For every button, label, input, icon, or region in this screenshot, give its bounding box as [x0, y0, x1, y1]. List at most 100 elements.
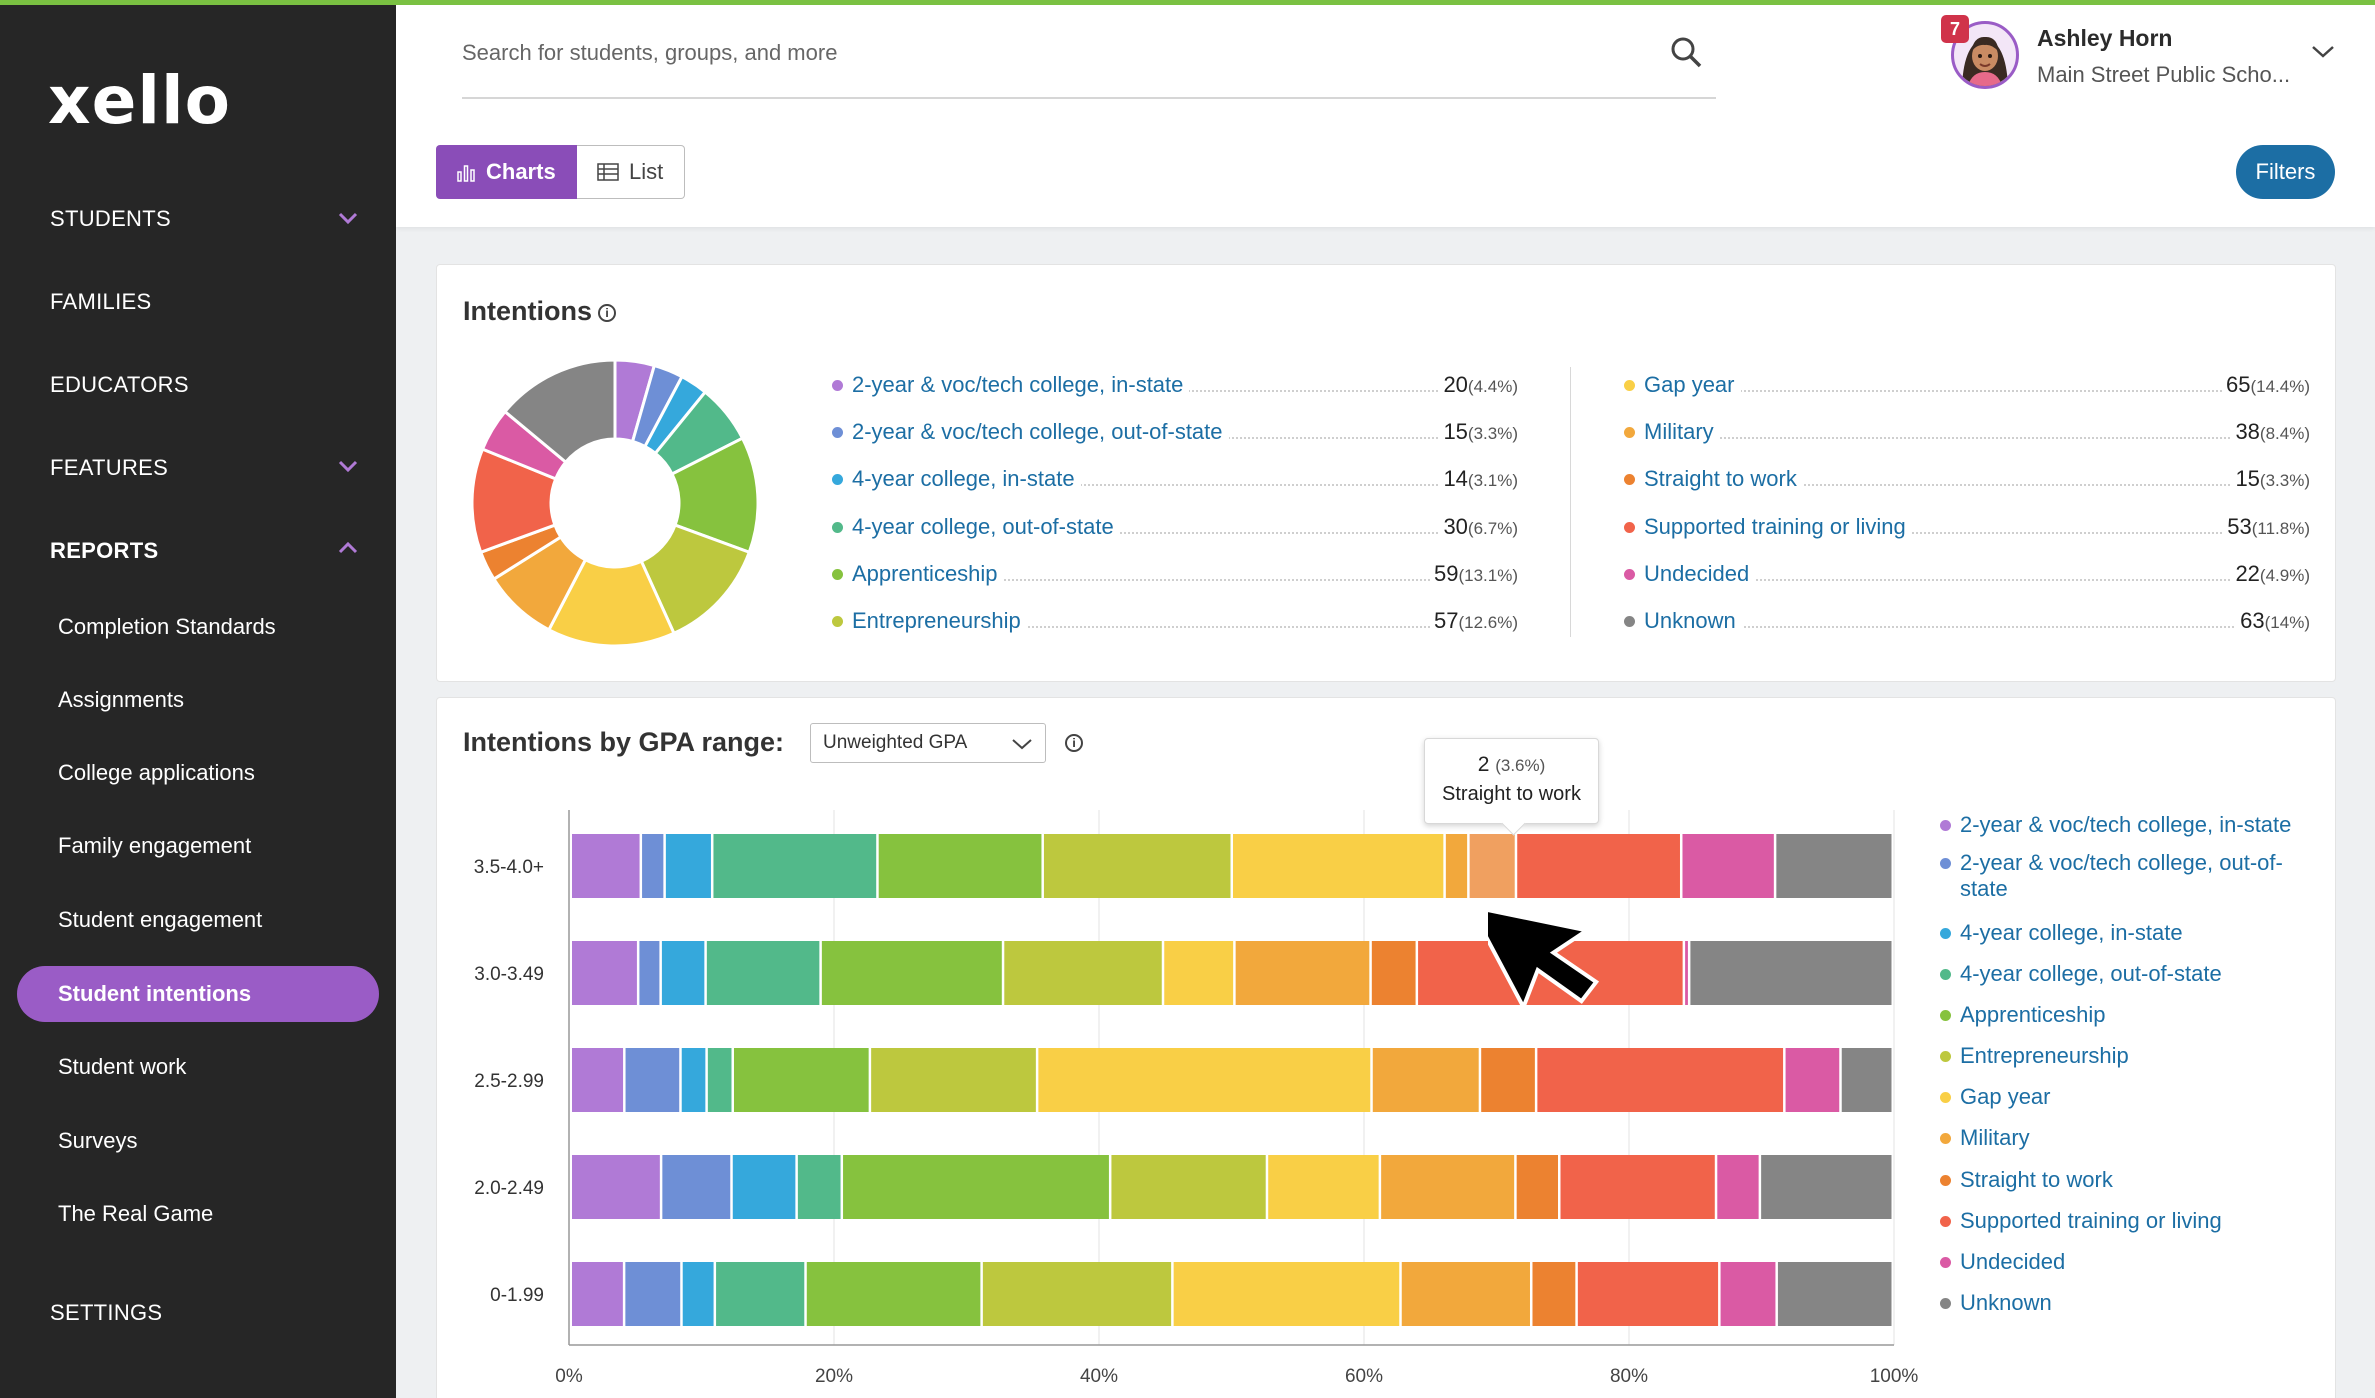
bar-segment[interactable]	[878, 834, 1042, 898]
legend-item[interactable]: Entrepreneurship 57(12.6%)	[832, 606, 1518, 636]
bar-segment[interactable]	[1682, 834, 1774, 898]
bar-segment[interactable]	[1381, 1155, 1515, 1219]
sidebar-item-students[interactable]: STUDENTS	[50, 206, 171, 231]
bar-segment[interactable]	[1043, 834, 1231, 898]
bar-segment[interactable]	[625, 1262, 681, 1326]
bar-segment[interactable]	[733, 1048, 869, 1112]
search-input[interactable]: Search for students, groups, and more	[462, 40, 838, 65]
bar-segment[interactable]	[1445, 834, 1468, 898]
charts-view-button[interactable]: Charts	[436, 145, 577, 199]
bar-segment[interactable]	[1690, 941, 1892, 1005]
bar-segment[interactable]	[1164, 941, 1234, 1005]
legend-item[interactable]: 4-year college, in-state 14(3.1%)	[832, 464, 1518, 494]
sidebar-item-family-engagement[interactable]: Family engagement	[58, 833, 252, 858]
sidebar-item-college-applications[interactable]: College applications	[58, 760, 255, 785]
sidebar-item-settings[interactable]: SETTINGS	[50, 1300, 163, 1325]
legend-item[interactable]: 4-year college, out-of-state 30(6.7%)	[832, 512, 1518, 542]
bar-segment[interactable]	[572, 1262, 623, 1326]
bar-segment[interactable]	[1004, 941, 1162, 1005]
sidebar-item-features[interactable]: FEATURES	[50, 455, 169, 480]
bar-segment[interactable]	[871, 1048, 1036, 1112]
bar-segment[interactable]	[1038, 1048, 1371, 1112]
legend-item[interactable]: 2-year & voc/tech college, in-state 20(4…	[832, 370, 1518, 400]
bar-segment[interactable]	[1685, 941, 1688, 1005]
sidebar-item-reports[interactable]: REPORTS	[50, 538, 159, 563]
bar-segment[interactable]	[661, 941, 705, 1005]
bar-segment[interactable]	[1469, 834, 1515, 898]
sidebar-item-assignments[interactable]: Assignments	[58, 687, 184, 712]
bar-segment[interactable]	[1372, 1048, 1479, 1112]
bar-segment[interactable]	[1517, 834, 1680, 898]
bar-segment[interactable]	[1233, 834, 1444, 898]
bar-segment[interactable]	[797, 1155, 841, 1219]
bar-segment[interactable]	[1401, 1262, 1530, 1326]
sidebar-item-surveys[interactable]: Surveys	[58, 1128, 138, 1153]
chevron-down-icon[interactable]	[338, 208, 358, 228]
legend-item[interactable]: Apprenticeship 59(13.1%)	[832, 559, 1518, 589]
legend-item[interactable]: Undecided	[1940, 1249, 2320, 1275]
list-view-button[interactable]: List	[577, 145, 685, 199]
sidebar-item-student-engagement[interactable]: Student engagement	[58, 907, 263, 932]
sidebar-item-completion-standards[interactable]: Completion Standards	[58, 614, 276, 639]
bar-segment[interactable]	[639, 941, 660, 1005]
sidebar-item-the-real-game[interactable]: The Real Game	[58, 1201, 214, 1226]
bar-segment[interactable]	[572, 834, 640, 898]
filters-button[interactable]: Filters	[2236, 145, 2335, 199]
legend-item[interactable]: Military	[1940, 1125, 2320, 1151]
bar-segment[interactable]	[625, 1048, 680, 1112]
bar-segment[interactable]	[982, 1262, 1172, 1326]
search-icon[interactable]	[1669, 35, 1703, 69]
legend-item[interactable]: Straight to work	[1940, 1167, 2320, 1193]
chevron-up-icon[interactable]	[338, 538, 358, 558]
bar-segment[interactable]	[732, 1155, 796, 1219]
bar-segment[interactable]	[1761, 1155, 1892, 1219]
legend-item[interactable]: Military 38(8.4%)	[1624, 417, 2310, 447]
bar-segment[interactable]	[572, 1048, 624, 1112]
bar-segment[interactable]	[1720, 1262, 1776, 1326]
notification-badge[interactable]: 7	[1941, 15, 1969, 43]
bar-segment[interactable]	[1532, 1262, 1576, 1326]
bar-segment[interactable]	[682, 1262, 714, 1326]
bar-segment[interactable]	[665, 834, 711, 898]
bar-segment[interactable]	[1717, 1155, 1759, 1219]
bar-segment[interactable]	[843, 1155, 1109, 1219]
legend-item[interactable]: Straight to work 15(3.3%)	[1624, 464, 2310, 494]
legend-item[interactable]: Supported training or living 53(11.8%)	[1624, 512, 2310, 542]
info-icon[interactable]: i	[598, 303, 616, 322]
legend-item[interactable]: 2-year & voc/tech college, out-of-state …	[832, 417, 1518, 447]
bar-segment[interactable]	[806, 1262, 981, 1326]
legend-item[interactable]: 2-year & voc/tech college, out-of-state	[1940, 850, 2320, 902]
bar-segment[interactable]	[1111, 1155, 1266, 1219]
bar-segment[interactable]	[706, 941, 820, 1005]
bar-segment[interactable]	[1777, 1262, 1892, 1326]
bar-segment[interactable]	[1577, 1262, 1719, 1326]
bar-segment[interactable]	[713, 834, 877, 898]
legend-item[interactable]: 4-year college, out-of-state	[1940, 961, 2320, 987]
avatar[interactable]	[1951, 21, 2019, 89]
bar-segment[interactable]	[572, 1155, 660, 1219]
bar-segment[interactable]	[716, 1262, 805, 1326]
legend-item[interactable]: Unknown	[1940, 1290, 2320, 1316]
bar-segment[interactable]	[1371, 941, 1416, 1005]
donut-slice[interactable]	[502, 358, 617, 465]
bar-segment[interactable]	[1268, 1155, 1379, 1219]
legend-item[interactable]: Apprenticeship	[1940, 1002, 2320, 1028]
bar-segment[interactable]	[681, 1048, 706, 1112]
chevron-down-icon[interactable]	[2310, 43, 2336, 61]
sidebar-item-families[interactable]: FAMILIES	[50, 289, 152, 314]
sidebar-item-student-intentions[interactable]: Student intentions	[17, 966, 379, 1022]
bar-segment[interactable]	[1235, 941, 1370, 1005]
legend-item[interactable]: Supported training or living	[1940, 1208, 2320, 1234]
legend-item[interactable]: Gap year	[1940, 1084, 2320, 1110]
chevron-down-icon[interactable]	[338, 456, 358, 476]
bar-segment[interactable]	[1776, 834, 1892, 898]
bar-segment[interactable]	[1516, 1155, 1559, 1219]
bar-segment[interactable]	[1560, 1155, 1715, 1219]
gpa-type-select[interactable]: Unweighted GPA	[810, 723, 1046, 763]
legend-item[interactable]: Gap year 65(14.4%)	[1624, 370, 2310, 400]
bar-segment[interactable]	[642, 834, 664, 898]
info-icon[interactable]: i	[1065, 734, 1083, 752]
legend-item[interactable]: Undecided 22(4.9%)	[1624, 559, 2310, 589]
legend-item[interactable]: 2-year & voc/tech college, in-state	[1940, 812, 2320, 838]
bar-segment[interactable]	[707, 1048, 732, 1112]
